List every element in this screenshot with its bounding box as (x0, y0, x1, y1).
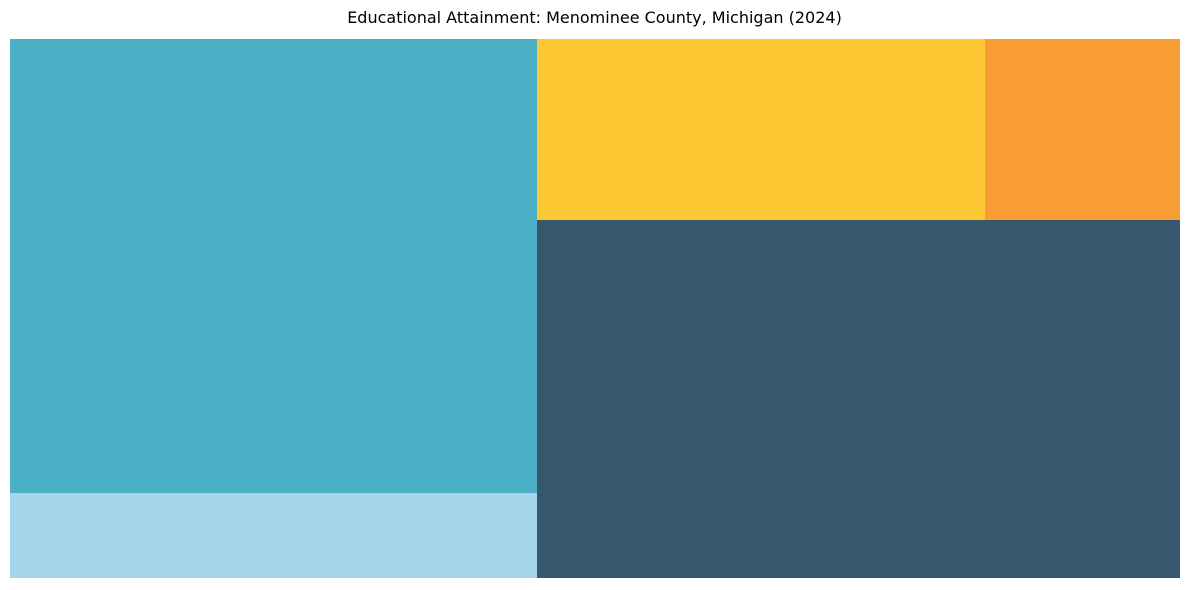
treemap-plot-area (10, 39, 1180, 578)
treemap-tile-4 (984, 39, 1180, 220)
chart-title: Educational Attainment: Menominee County… (347, 8, 842, 27)
treemap-tile-3 (536, 39, 985, 220)
treemap-tile-1 (10, 39, 537, 493)
treemap-tile-2 (10, 492, 537, 578)
treemap-tile-5 (536, 219, 1180, 578)
